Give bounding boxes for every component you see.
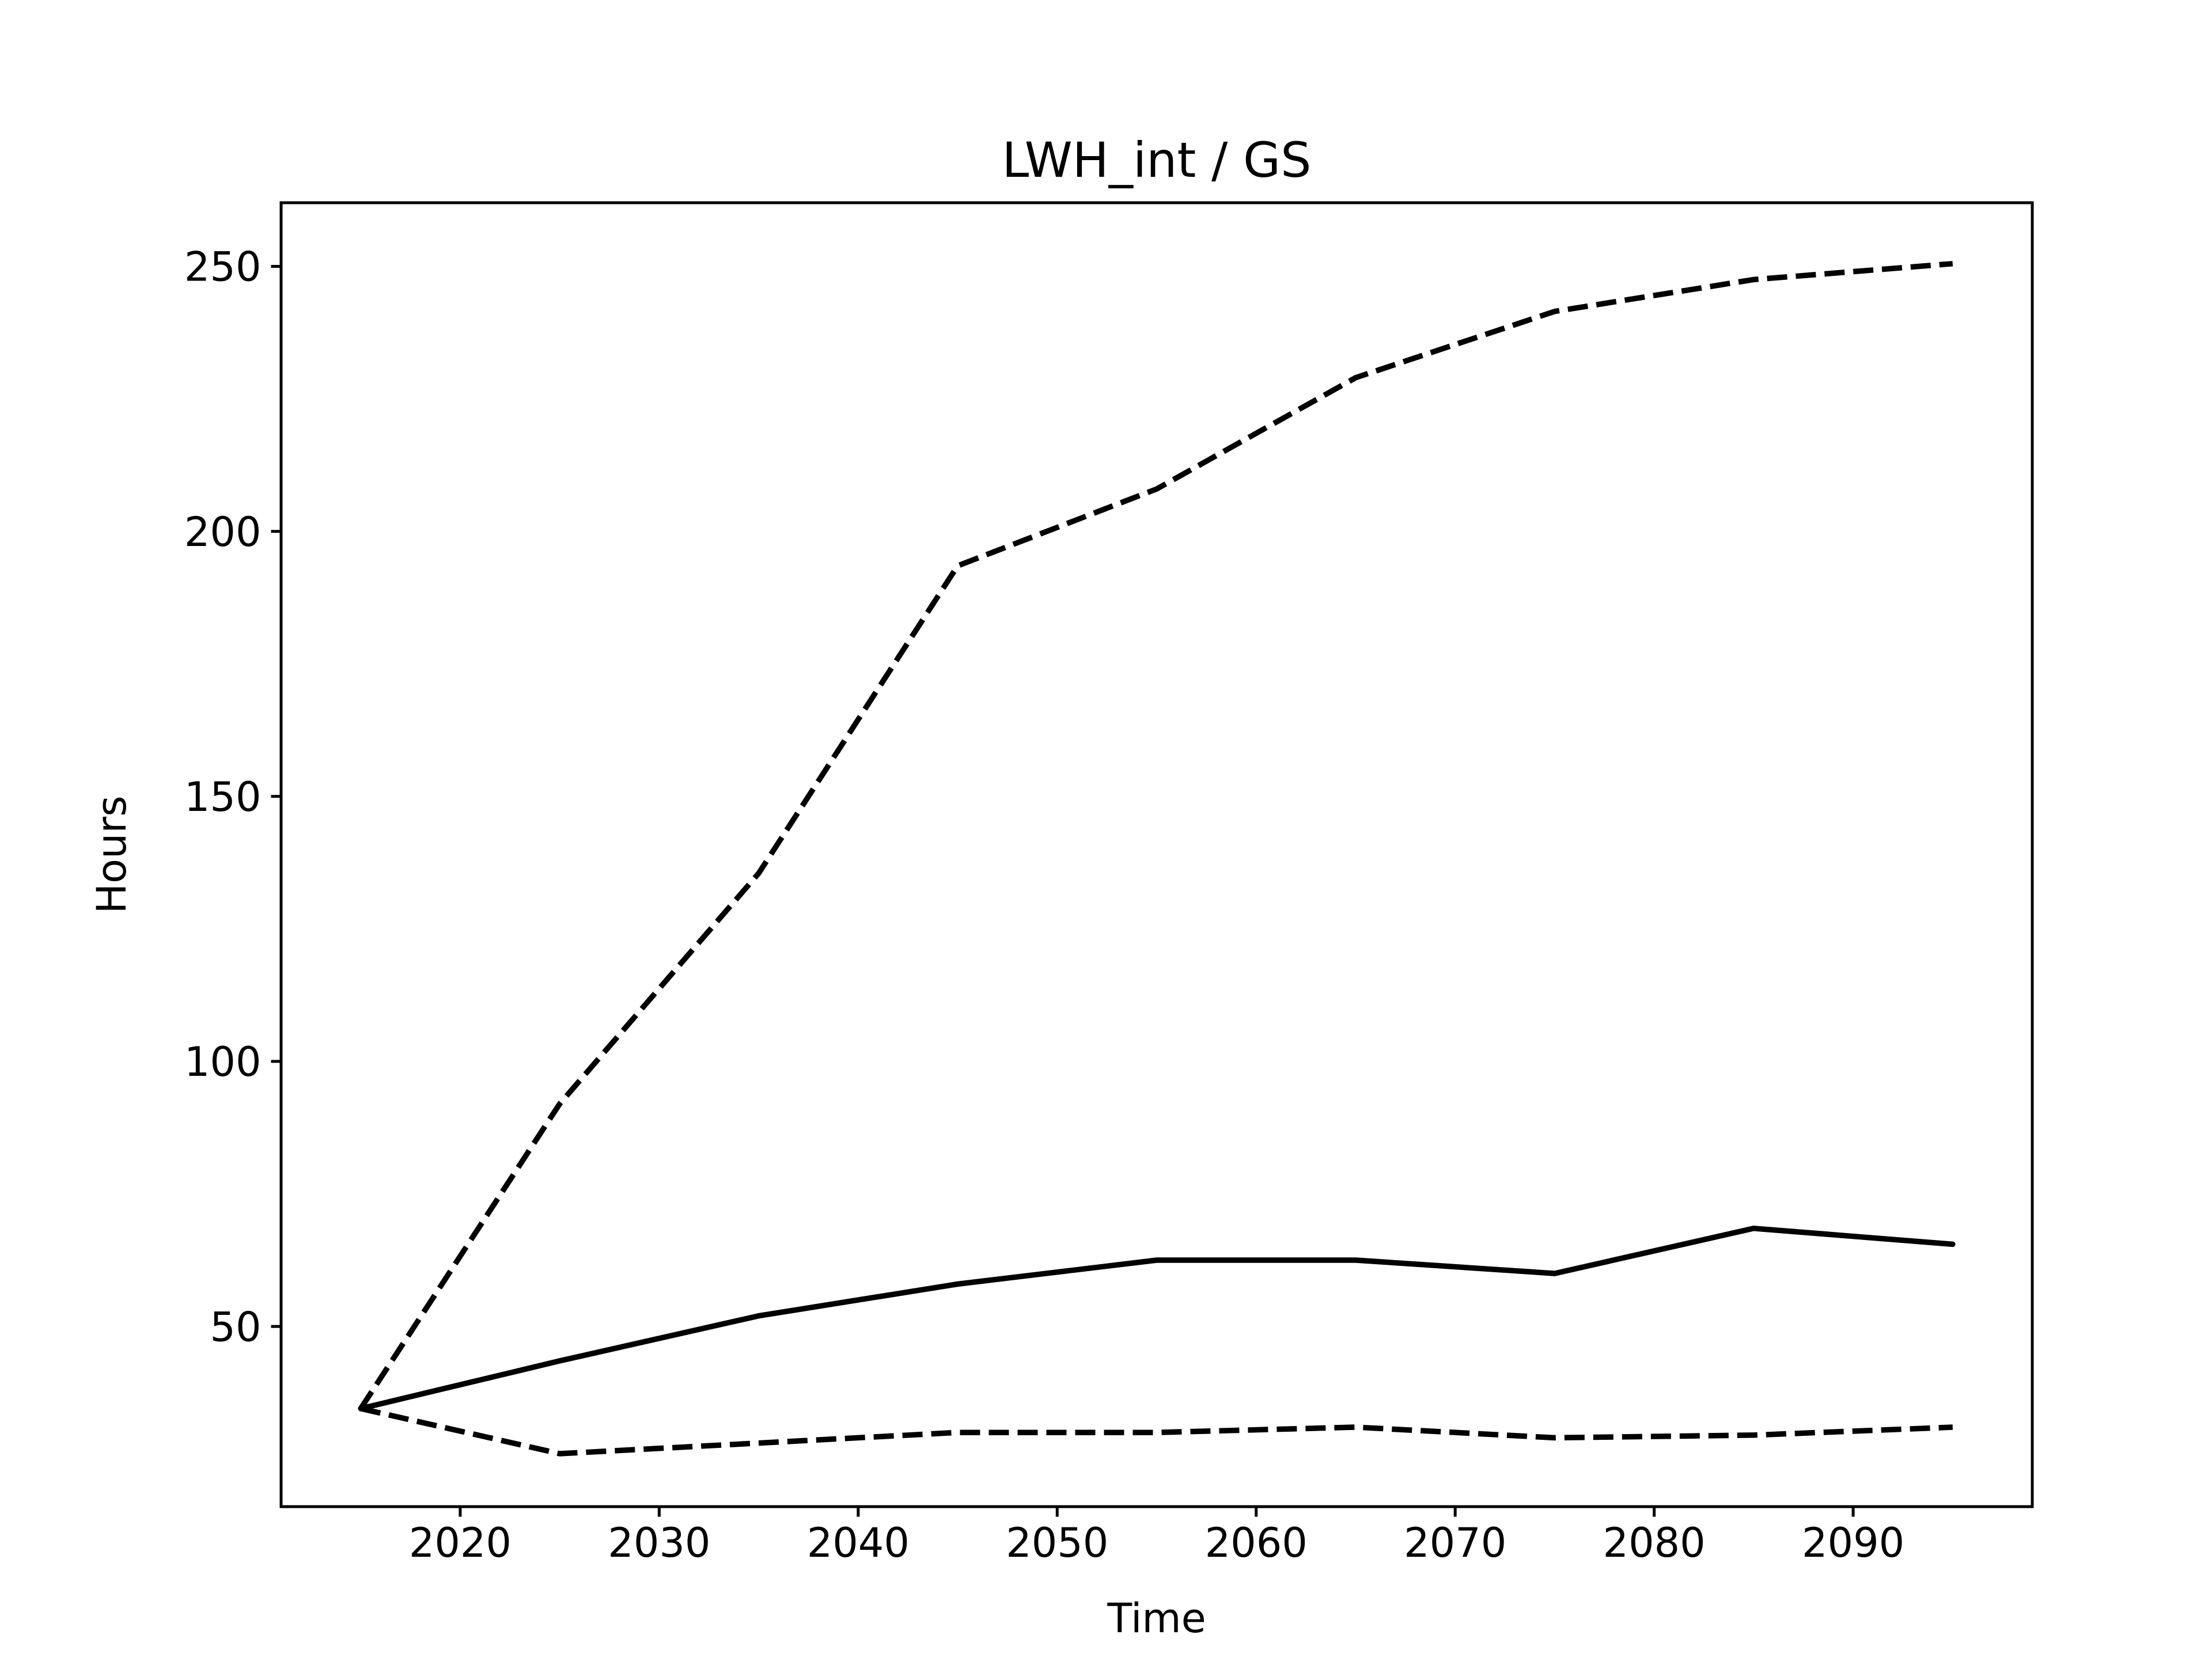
x-tick-label: 2090 [1802,1519,1904,1567]
series-layer [358,261,1956,1457]
y-tick-label: 50 [210,1303,261,1351]
plot-area-frame [279,201,2034,1508]
x-tick-label: 2080 [1603,1519,1706,1567]
y-tick-label: 250 [184,244,262,291]
series-line-1 [358,1226,1956,1412]
x-tick-label: 2060 [1205,1519,1308,1567]
x-tick-label: 2050 [1006,1519,1108,1567]
y-tick-label: 100 [184,1038,262,1086]
y-tick-label: 200 [184,509,262,556]
x-tick-label: 2030 [608,1519,710,1567]
x-tick-label: 2020 [409,1519,512,1567]
series-line-2 [358,261,1953,1410]
y-tick-label: 150 [184,773,262,821]
x-tick-label: 2070 [1404,1519,1506,1567]
series-line-3 [360,1406,1953,1457]
y-axis-label: Hours [88,795,135,913]
chart-title: LWH_int / GS [1002,132,1312,188]
x-axis-label: Time [1107,1595,1206,1642]
x-tick-label: 2040 [807,1519,910,1567]
axes-layer: 2020 2030 2040 2050 2060 2070 2080 2090 50 100 150… [184,201,2034,1567]
